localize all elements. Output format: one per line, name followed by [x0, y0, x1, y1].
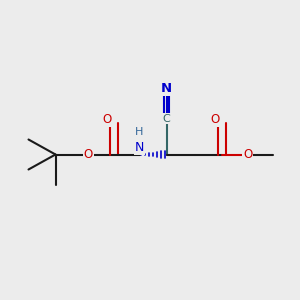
Text: N: N	[135, 141, 144, 154]
Text: H: H	[135, 127, 144, 137]
Text: O: O	[103, 113, 112, 126]
Text: O: O	[243, 148, 252, 161]
Text: C: C	[163, 113, 170, 124]
Text: O: O	[211, 113, 220, 126]
Text: O: O	[84, 148, 93, 161]
Text: N: N	[161, 82, 172, 95]
